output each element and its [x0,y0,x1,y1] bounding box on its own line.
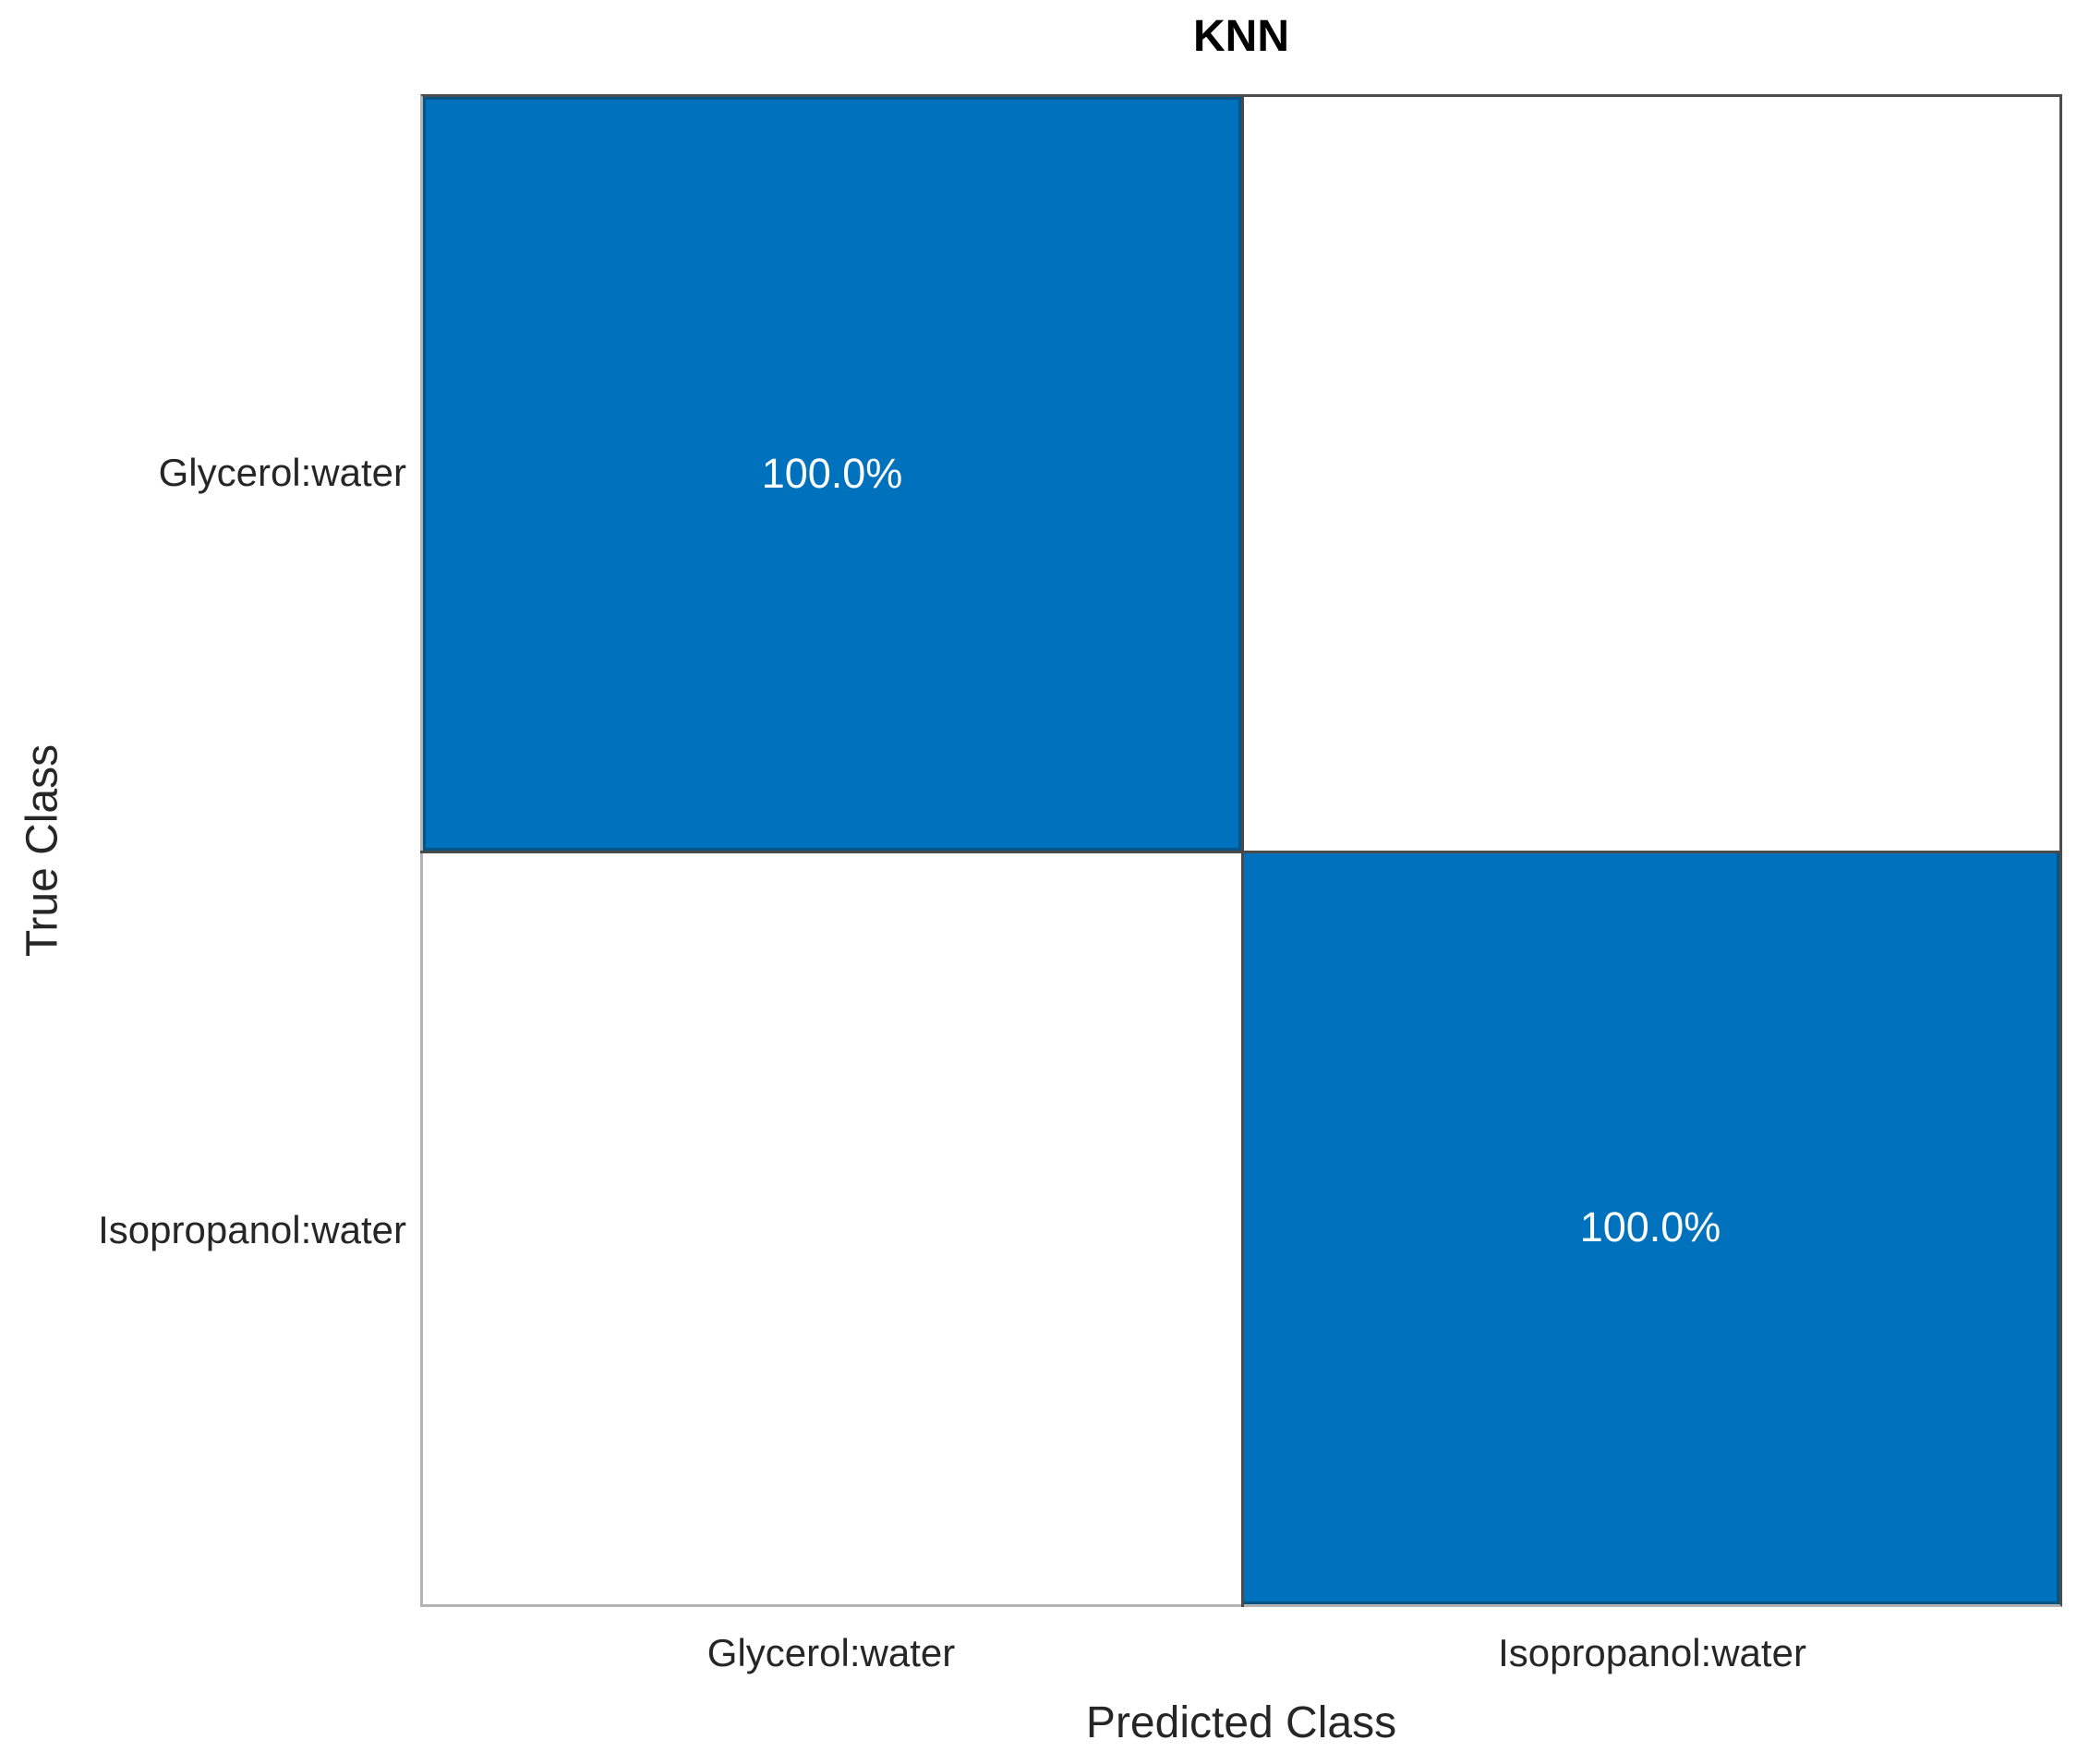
matrix-cell-true-isopropanol-pred-glycerol [423,851,1241,1604]
x-axis-label: Predicted Class [1085,1698,1397,1747]
matrix-cell-true-glycerol-pred-isopropanol [1241,97,2059,851]
matrix-cell-true-glycerol-pred-glycerol: 100.0% [423,97,1241,851]
matrix-cell-true-isopropanol-pred-isopropanol: 100.0% [1241,851,2059,1604]
grid-divider-horizontal [420,851,2062,853]
y-tick-isopropanol-water: Isopropanol:water [98,1208,406,1251]
y-tick-glycerol-water: Glycerol:water [158,451,406,494]
y-axis-label: True Class [18,743,67,958]
cell-value: 100.0% [761,450,903,497]
x-tick-isopropanol-water: Isopropanol:water [1498,1631,1806,1674]
x-tick-glycerol-water: Glycerol:water [706,1631,956,1674]
chart-title: KNN [1193,12,1289,61]
cell-value: 100.0% [1579,1203,1721,1251]
confusion-matrix-grid: 100.0% 100.0% [420,94,2062,1607]
